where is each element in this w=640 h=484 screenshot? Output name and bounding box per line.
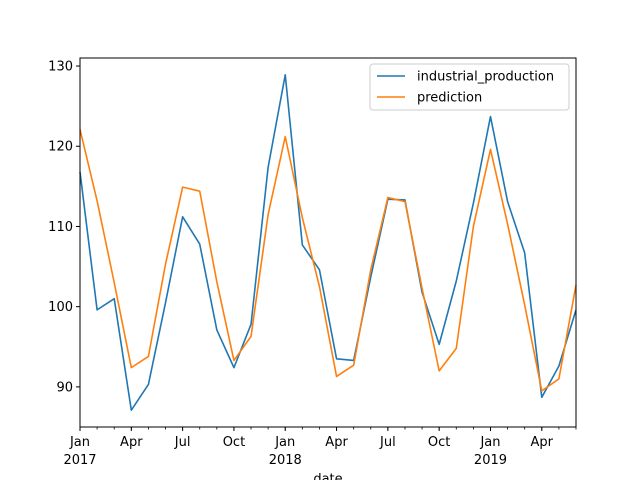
series-lines: [79, 74, 577, 411]
plot-frame: [79, 57, 577, 428]
y-tick-label: 120: [48, 140, 73, 155]
y-tick-label: 90: [56, 380, 73, 395]
legend: industrial_production prediction: [369, 63, 570, 111]
y-tick-label: 100: [48, 300, 73, 315]
series-line-prediction: [79, 129, 577, 392]
y-axis: 90 100 110 120 130: [48, 60, 80, 395]
x-tick-year-label: 2018: [269, 453, 302, 468]
x-tick-label: Jul: [379, 435, 396, 450]
x-tick-label: Oct: [428, 435, 450, 450]
x-tick-label: Jan: [69, 435, 90, 450]
y-tick-label: 110: [48, 220, 73, 235]
x-tick-label: Apr: [120, 435, 143, 450]
series-line-industrial-production: [79, 74, 577, 411]
x-tick-label: Jan: [274, 435, 295, 450]
legend-box: [369, 63, 570, 111]
x-tick-label: Apr: [325, 435, 348, 450]
x-tick-label: Oct: [223, 435, 245, 450]
x-tick-year-label: 2019: [474, 453, 507, 468]
x-axis: Jan 2017 Apr Jul Oct Jan 2018 Apr Jul Oct Jan 2019 A…: [63, 427, 577, 468]
y-tick-label: 130: [48, 60, 73, 75]
legend-label-prediction: prediction: [417, 91, 482, 106]
x-tick-label: Jan: [479, 435, 500, 450]
legend-label-industrial-production: industrial_production: [417, 70, 554, 85]
x-axis-label: date: [313, 472, 342, 480]
x-tick-year-label: 2017: [63, 453, 96, 468]
x-tick-label: Apr: [531, 435, 554, 450]
x-tick-label: Jul: [174, 435, 191, 450]
